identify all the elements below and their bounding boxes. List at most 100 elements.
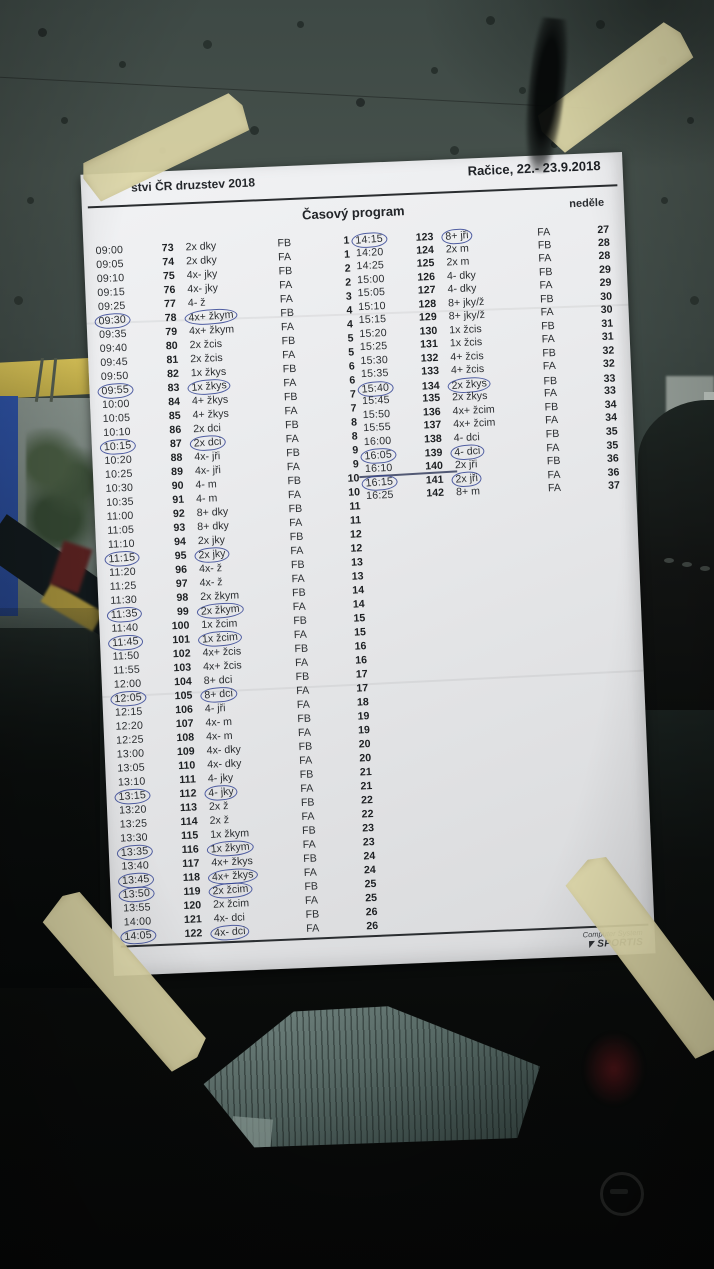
race-time: 13:30 [120,830,149,845]
race-number: 94 [173,535,187,548]
race-time: 12:00 [113,677,142,691]
heat-number: 21 [359,765,372,779]
race-time: 13:05 [117,761,146,775]
heat-number: 4 [346,317,354,331]
race-number: 121 [183,912,202,926]
race-number: 98 [176,591,189,604]
boat-class: 8+ m [455,485,481,498]
schedule-column-right: 14:15 123 8+ jři FA 27 14:20 124 2x m FB 28 14:25 1… [350,222,626,503]
race-number: 76 [163,283,176,296]
race-number: 106 [174,702,194,716]
race-time: 13:40 [121,858,150,873]
race-time: 11:30 [110,593,138,607]
heat-number: 33 [603,384,617,398]
car-reflection-right [638,400,714,710]
race-number: 115 [180,828,199,842]
race-time: 10:25 [104,467,133,481]
heat-number: 31 [601,317,614,330]
race-number: 82 [166,367,180,380]
flight-label: FA [305,922,320,935]
heat-number: 7 [350,401,357,415]
race-number: 120 [183,898,202,912]
race-time: 13:25 [119,816,148,831]
heat-number: 8 [350,415,358,429]
race-number: 73 [161,241,174,254]
greenery [26,428,96,548]
race-number: 122 [184,927,203,940]
pen-circle: 4x- dci [209,923,251,942]
race-time: 11:40 [111,621,139,635]
race-number: 77 [163,297,177,310]
heat-number: 14 [352,583,365,597]
schedule-column-left: 09:00 73 2x dky FB 1 09:05 74 2x dky FA 1 09:10 75 4… [93,233,384,946]
heat-number: 16 [354,639,367,653]
heat-number: 35 [605,425,618,438]
heat-number: 7 [349,387,357,401]
heat-number: 20 [358,737,371,751]
pen-circle: 14:05 [119,927,157,946]
heat-number: 8 [351,430,358,443]
heat-number: 12 [349,527,362,541]
race-time: 10:00 [101,397,130,411]
race-time: 16:25 [365,488,394,502]
heat-number: 13 [351,569,364,583]
heat-number: 11 [349,499,361,513]
heat-number: 13 [350,555,364,569]
race-time: 09:25 [97,299,126,313]
event-title: stvi ČR druzstev 2018 [130,175,256,195]
heat-number: 1 [343,247,351,261]
heat-number: 25 [364,891,378,904]
heat-number: 28 [598,249,611,263]
race-number: 91 [172,493,185,506]
day-label: neděle [569,196,605,211]
race-time: 09:40 [99,341,128,355]
race-number: 142 [426,486,445,500]
race-time: 13:00 [116,747,145,761]
race-number: 93 [173,521,186,534]
race-number: 86 [169,423,182,436]
heat-number: 25 [364,877,377,891]
heat-number: 26 [365,905,378,918]
heat-number: 22 [361,807,374,820]
race-number: 103 [173,661,192,674]
race-number: 75 [162,269,175,282]
race-time: 09:15 [97,285,126,299]
heat-number: 30 [600,303,613,317]
heat-number: 24 [363,849,376,862]
race-number: 102 [172,647,191,660]
heat-number: 26 [366,919,379,933]
race-number: 80 [165,339,178,352]
race-number: 100 [171,619,190,632]
heat-number: 2 [344,261,351,275]
race-time: 11:00 [106,509,134,523]
heat-number: 11 [349,513,362,527]
heat-number: 9 [352,443,359,457]
fence-reflection [682,562,692,567]
sportis-logo-icon [589,940,596,949]
heat-number: 24 [363,863,377,877]
race-time: 09:50 [100,369,129,383]
heat-number: 2 [345,275,352,289]
fence-reflection [664,558,674,563]
heat-number: 5 [347,345,355,359]
race-number: 107 [175,716,194,730]
race-time: 13:20 [118,802,147,817]
heat-number: 16 [354,653,368,667]
race-time: 09:05 [95,257,124,271]
race-time: 13:10 [117,775,146,789]
heat-number: 19 [357,709,370,723]
race-time: 10:20 [104,453,133,467]
heat-number: 19 [357,723,371,737]
race-time: 11:50 [112,649,140,663]
heat-number: 23 [362,821,375,834]
race-number: 104 [173,674,192,688]
heat-number: 3 [345,289,353,303]
heat-number: 4 [346,304,353,317]
race-number: 88 [170,451,183,464]
race-number: 109 [176,744,195,758]
heat-number: 21 [360,780,373,793]
race-number: 90 [171,479,184,492]
outside-view-left [0,358,100,988]
race-number: 113 [179,800,198,814]
